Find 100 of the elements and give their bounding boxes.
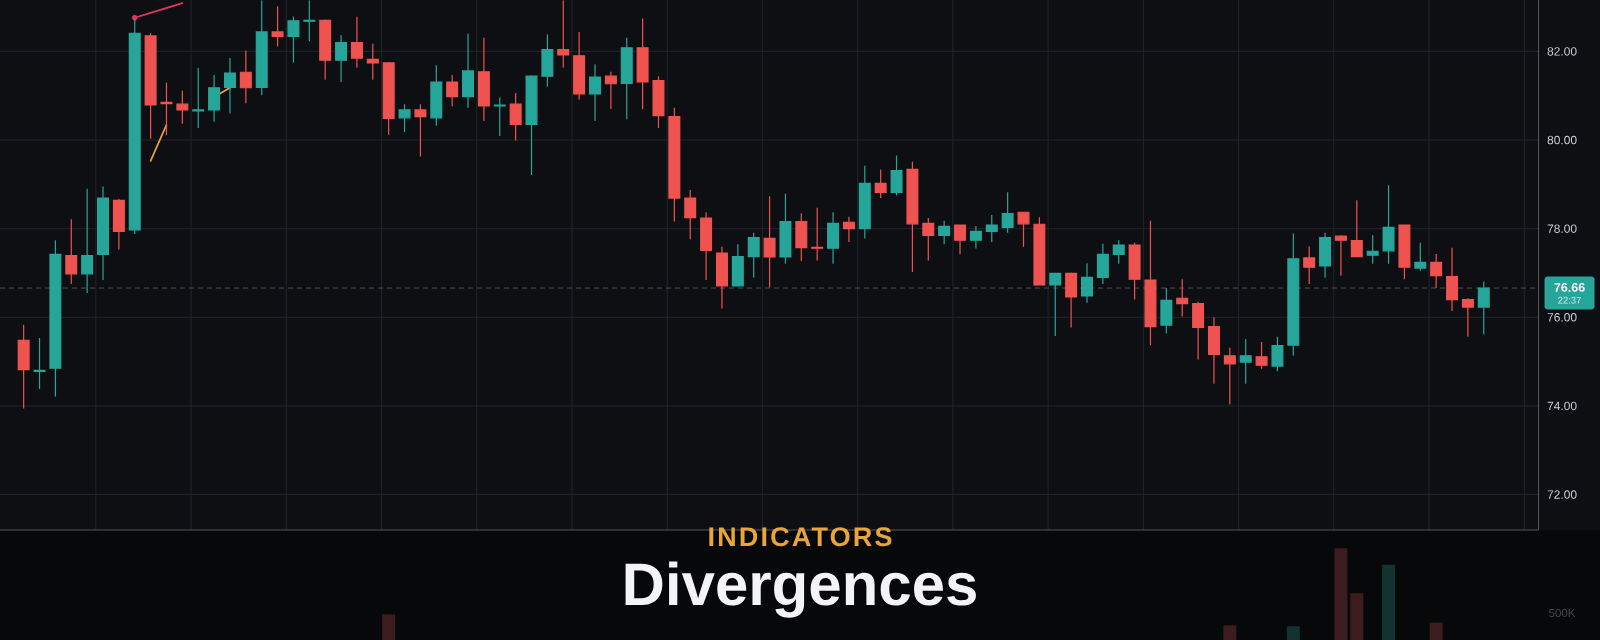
candlestick (509, 92, 522, 142)
candlestick (922, 217, 935, 262)
candlestick (1223, 347, 1236, 405)
candlestick (1255, 341, 1268, 370)
candlestick (112, 198, 125, 251)
bar (1382, 564, 1396, 640)
candlestick (1033, 216, 1046, 286)
candlestick (33, 337, 46, 390)
candlestick (684, 189, 697, 240)
candlestick (398, 103, 411, 133)
candlestick (557, 0, 570, 69)
candlestick (589, 63, 601, 122)
candlestick (239, 49, 252, 104)
candlestick (731, 243, 744, 287)
candlestick (462, 33, 475, 109)
candlestick (1001, 191, 1014, 234)
candlestick (1176, 278, 1189, 317)
candlestick (1477, 280, 1490, 335)
candlestick (700, 211, 713, 281)
candlestick (319, 18, 332, 81)
candlestick (1303, 245, 1316, 285)
candlestick (1065, 271, 1078, 329)
candlestick (1446, 247, 1459, 312)
text: 22:37 (1558, 296, 1581, 304)
candlestick (493, 96, 506, 137)
candlestick (985, 214, 998, 243)
candlestick (1192, 301, 1205, 360)
candlestick (97, 185, 109, 281)
candlestick (890, 154, 903, 197)
text: 500K (1549, 608, 1576, 618)
candlestick (208, 74, 221, 123)
candlestick (223, 57, 236, 115)
candlestick (763, 195, 776, 289)
candlestick (858, 165, 871, 240)
candlestick (1112, 239, 1125, 265)
candlestick (652, 75, 665, 129)
candlestick (144, 32, 157, 140)
candlestick (573, 31, 586, 101)
candlestick (1144, 220, 1157, 346)
candlestick (1398, 224, 1411, 280)
candlestick (176, 90, 189, 125)
candlestick (382, 61, 395, 136)
text: INDICATORS (709, 527, 892, 547)
text: Divergences (625, 561, 976, 618)
candlestick (604, 71, 617, 110)
bar (1334, 548, 1348, 640)
bar (1350, 593, 1364, 640)
bar (1286, 626, 1300, 640)
y-tick-label: 82.00 (1547, 47, 1577, 56)
candlestick (477, 37, 490, 122)
candlestick (969, 225, 982, 250)
candlestick (350, 16, 363, 69)
candlestick (668, 107, 681, 223)
candlestick (1271, 336, 1284, 372)
candlestick (160, 82, 173, 136)
bar (382, 614, 396, 640)
candlestick (1017, 211, 1030, 248)
candlestick (1160, 287, 1173, 334)
candlestick (430, 64, 443, 127)
candlestick (1207, 316, 1220, 385)
candlestick (874, 169, 887, 199)
candlestick (1081, 262, 1093, 304)
candlestick (335, 34, 348, 83)
candlestick (747, 232, 760, 279)
candlestick (17, 324, 30, 410)
candlestick (287, 15, 300, 64)
y-tick-label: 72.00 (1547, 490, 1577, 499)
candlestick (1414, 242, 1427, 272)
candlestick (811, 207, 824, 262)
candlestick (938, 220, 951, 245)
candlestick (827, 211, 840, 265)
candlestick (1382, 184, 1395, 265)
candlestick (906, 161, 919, 273)
candlestick (525, 74, 538, 176)
candlestick (842, 216, 855, 243)
candlestick (1128, 242, 1141, 301)
candlestick (271, 5, 284, 48)
candlestick (446, 74, 459, 107)
candlestick (81, 188, 94, 294)
candlestick (636, 18, 649, 110)
candlestick (715, 246, 728, 310)
candlestick (954, 224, 967, 255)
candlestick (255, 0, 268, 96)
candlestick (795, 212, 808, 262)
candlestick (541, 33, 554, 88)
candlestick (1430, 253, 1443, 289)
y-tick-label: 74.00 (1547, 401, 1577, 411)
candlestick (303, 0, 316, 42)
candlestick (49, 239, 62, 398)
candlestick (1049, 272, 1062, 337)
candlestick (1350, 199, 1363, 258)
candlestick (192, 67, 205, 129)
candlestick (620, 37, 633, 120)
candlestick (1366, 234, 1379, 265)
candlestick (1239, 338, 1252, 385)
candlestick (1461, 297, 1474, 338)
ref-line-label: 76.66 (1554, 283, 1585, 292)
candlestick (414, 103, 427, 158)
y-tick-label: 76.00 (1547, 313, 1577, 322)
bar (1223, 625, 1237, 640)
